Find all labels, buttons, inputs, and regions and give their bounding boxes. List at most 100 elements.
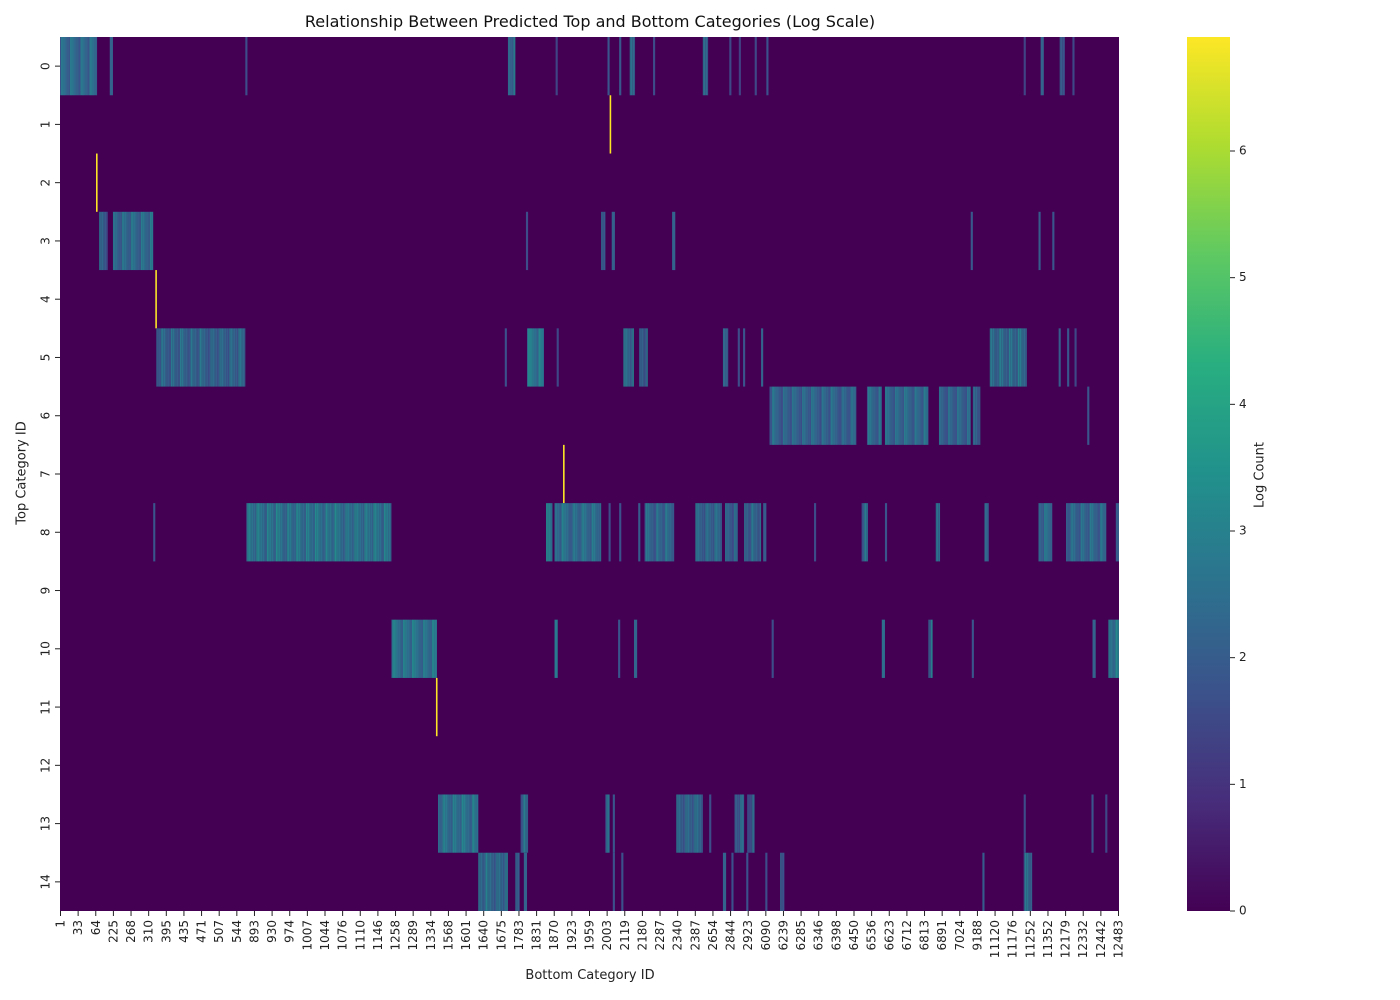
heatmap-cell xyxy=(307,503,310,562)
heatmap-cell xyxy=(948,386,951,445)
heatmap-cell xyxy=(738,37,741,96)
heatmap-cell xyxy=(160,328,162,387)
heatmap-cell xyxy=(632,37,635,96)
heatmap-cell xyxy=(122,211,125,271)
heatmap-cell xyxy=(314,503,317,562)
heatmap-cell xyxy=(278,503,281,562)
heatmap-cell xyxy=(197,328,200,387)
heatmap-cell xyxy=(792,386,794,445)
heatmap-cell xyxy=(109,37,113,96)
heatmap-cell xyxy=(658,503,660,562)
heatmap-cell xyxy=(393,619,396,678)
heatmap-cell xyxy=(1100,503,1103,562)
heatmap-cell xyxy=(85,37,87,96)
heatmap-cell xyxy=(609,95,612,154)
heatmap-cell xyxy=(1047,503,1049,562)
heatmap-cell xyxy=(618,619,621,678)
heatmap-cell xyxy=(153,503,156,562)
heatmap-cell xyxy=(914,386,917,445)
heatmap-cell xyxy=(516,852,518,911)
heatmap-cell xyxy=(214,328,216,387)
colorbar-label: Log Count xyxy=(1252,442,1268,508)
heatmap-cell xyxy=(760,503,762,562)
heatmap-cell xyxy=(651,503,654,562)
heatmap-cell xyxy=(596,503,598,562)
heatmap-cell xyxy=(811,386,813,445)
heatmap-cell xyxy=(1092,619,1096,678)
heatmap-cell xyxy=(602,211,604,271)
heatmap-cell xyxy=(891,386,894,445)
heatmap-cell xyxy=(1070,503,1072,562)
heatmap-cell xyxy=(457,794,459,853)
heatmap-cell xyxy=(1013,328,1015,387)
heatmap-cell xyxy=(833,386,836,445)
heatmap-cell xyxy=(202,328,204,387)
heatmap-cell xyxy=(701,794,703,853)
heatmap-cell xyxy=(498,852,501,911)
heatmap-cell xyxy=(853,386,856,445)
heatmap-cell xyxy=(699,794,702,853)
heatmap-cell xyxy=(957,386,960,445)
heatmap-cell xyxy=(100,211,102,271)
heatmap-cell xyxy=(1064,37,1065,96)
heatmap-cell xyxy=(569,503,571,562)
heatmap-cell xyxy=(1038,503,1040,562)
heatmap-cell xyxy=(912,386,915,445)
heatmap-cell xyxy=(237,328,239,387)
heatmap-cell xyxy=(400,619,402,678)
x-tick-label: 12442 xyxy=(1094,920,1108,958)
heatmap-cell xyxy=(606,794,608,853)
heatmap-cell xyxy=(866,386,868,445)
heatmap-cell xyxy=(341,503,344,562)
heatmap-cell xyxy=(407,619,410,678)
x-tick-label: 1640 xyxy=(477,920,491,951)
heatmap-cell xyxy=(246,503,248,562)
heatmap-cell xyxy=(780,852,782,911)
y-tick-label: 1 xyxy=(39,121,53,129)
x-tick-label: 1923 xyxy=(565,920,579,951)
heatmap-cell xyxy=(523,852,528,911)
x-tick-label: 1568 xyxy=(441,920,455,951)
heatmap-cell xyxy=(793,386,795,445)
heatmap-cell xyxy=(185,328,188,387)
heatmap-cell xyxy=(847,386,849,445)
x-tick-label: 544 xyxy=(230,920,244,943)
heatmap-cell xyxy=(347,503,350,562)
x-tick-label: 2387 xyxy=(688,920,702,951)
x-tick-label: 471 xyxy=(195,920,209,943)
heatmap-cell xyxy=(523,794,526,853)
heatmap-cell xyxy=(388,503,391,562)
heatmap-cell xyxy=(881,619,885,678)
heatmap-cell xyxy=(846,386,848,445)
heatmap-cell xyxy=(529,328,532,387)
heatmap-cell xyxy=(323,503,326,562)
x-tick-label: 6346 xyxy=(812,920,826,951)
x-tick-label: 1831 xyxy=(530,920,544,951)
heatmap-cell xyxy=(632,328,634,387)
heatmap-cell xyxy=(463,794,466,853)
heatmap-cell xyxy=(385,503,387,562)
heatmap-cell xyxy=(656,503,659,562)
heatmap-cell xyxy=(440,794,443,853)
heatmap-cell xyxy=(725,328,728,387)
heatmap-cell xyxy=(973,386,976,445)
heatmap-cell xyxy=(699,503,701,562)
heatmap-cell xyxy=(103,211,105,271)
heatmap-cell xyxy=(113,211,116,271)
heatmap-cell xyxy=(232,328,234,387)
heatmap-cell xyxy=(422,619,424,678)
heatmap-cell xyxy=(649,503,651,562)
heatmap-cell xyxy=(547,503,549,562)
heatmap-cell xyxy=(244,328,246,387)
heatmap-cell xyxy=(504,328,507,387)
heatmap-cell xyxy=(386,503,389,562)
heatmap-cell xyxy=(99,211,101,271)
heatmap-cell xyxy=(601,211,603,271)
heatmap-cell xyxy=(1010,328,1013,387)
heatmap-cell xyxy=(405,619,408,678)
heatmap-cell xyxy=(771,619,774,678)
heatmap-cell xyxy=(413,619,415,678)
heatmap-cell xyxy=(273,503,275,562)
heatmap-cell xyxy=(829,386,831,445)
heatmap-cell xyxy=(692,794,695,853)
